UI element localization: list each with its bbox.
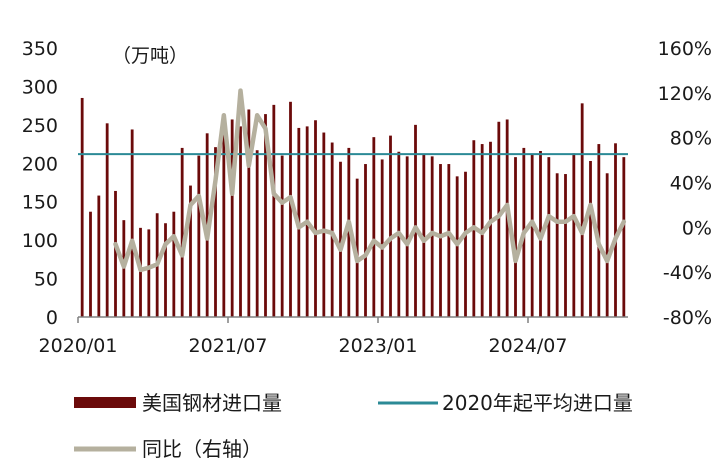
bar: [355, 178, 359, 317]
y2-tick-label: 120%: [658, 83, 712, 105]
bar: [597, 144, 601, 317]
legend-item-avg: 2020年起平均进口量: [378, 391, 633, 415]
bar: [105, 123, 109, 317]
x-tick-label: 2023/01: [339, 335, 418, 357]
bar: [589, 160, 592, 317]
x-tick-label: 2020/01: [39, 335, 118, 357]
y2-tick-label: 0%: [682, 217, 712, 239]
bar: [255, 150, 259, 317]
y-tick-label: 50: [34, 269, 58, 291]
yoy-line: [113, 88, 627, 273]
bar: [364, 164, 367, 317]
bar: [164, 223, 167, 317]
bar: [239, 126, 242, 317]
bar: [555, 173, 559, 317]
y2-tick-label: 80%: [670, 128, 712, 150]
bars: [80, 97, 626, 318]
y-tick-label: 350: [22, 38, 58, 60]
legend-label-bars: 美国钢材进口量: [142, 391, 282, 415]
y2-tick-label: -40%: [663, 262, 712, 284]
legend-label-yoy: 同比（右轴）: [142, 437, 262, 461]
y-tick-label: 150: [22, 192, 58, 214]
bar: [489, 141, 492, 317]
bar: [439, 164, 442, 317]
bar: [97, 195, 101, 317]
x-axis: 2020/01 2021/07 2023/01 2024/07: [39, 317, 568, 357]
bar: [422, 154, 426, 317]
bar: [330, 142, 334, 317]
bar: [280, 155, 284, 317]
bar: [189, 185, 192, 317]
bar: [564, 174, 567, 317]
bar: [214, 147, 217, 317]
bar: [572, 153, 576, 317]
y2-tick-label: -80%: [663, 307, 712, 329]
bar: [264, 114, 267, 317]
bar: [197, 155, 201, 317]
bar: [339, 161, 342, 317]
y2-tick-label: 40%: [670, 173, 712, 195]
y-tick-label: 100: [22, 230, 58, 252]
bar: [80, 97, 84, 318]
bar: [247, 109, 251, 318]
bar: [314, 120, 317, 317]
bar: [130, 129, 134, 317]
bar: [139, 227, 142, 317]
bar: [464, 171, 467, 317]
bar: [389, 135, 392, 317]
bar: [289, 101, 292, 317]
legend-label-avg: 2020年起平均进口量: [442, 391, 633, 415]
legend-item-yoy: 同比（右轴）: [74, 437, 262, 461]
legend-item-bars: 美国钢材进口量: [74, 391, 282, 415]
bar: [222, 131, 226, 317]
bar: [455, 176, 459, 317]
y2-tick-label: 160%: [658, 38, 712, 60]
y-tick-label: 250: [22, 115, 58, 137]
x-tick-label: 2021/07: [189, 335, 268, 357]
legend-swatch-bars: [74, 397, 136, 408]
x-tick-label: 2024/07: [489, 335, 568, 357]
bar: [180, 147, 184, 317]
bar: [322, 132, 326, 317]
bar: [172, 211, 176, 317]
y-tick-label: 300: [22, 76, 58, 98]
y-axis-left: 0 50 100 150 200 250 300 350: [22, 38, 58, 329]
bar: [114, 190, 117, 317]
unit-label: （万吨）: [112, 45, 188, 67]
bar: [230, 119, 234, 317]
bar: [622, 157, 626, 317]
bar: [89, 211, 92, 317]
bar: [580, 103, 584, 317]
y-tick-label: 0: [46, 307, 58, 329]
bar: [530, 154, 534, 317]
bar: [147, 229, 151, 317]
bar: [414, 124, 417, 317]
bar: [380, 159, 384, 317]
y-axis-right: -80% -40% 0% 40% 80% 120% 160%: [658, 38, 712, 329]
bar: [614, 143, 617, 317]
bar: [430, 156, 434, 317]
bar: [447, 164, 451, 317]
bar: [405, 156, 409, 317]
bar: [514, 157, 517, 317]
bar: [547, 157, 551, 317]
bar: [605, 173, 609, 317]
bar: [272, 104, 276, 318]
legend: 美国钢材进口量 2020年起平均进口量 同比（右轴）: [74, 391, 633, 461]
y-tick-label: 200: [22, 153, 58, 175]
bar: [497, 121, 501, 317]
bar: [372, 137, 376, 317]
